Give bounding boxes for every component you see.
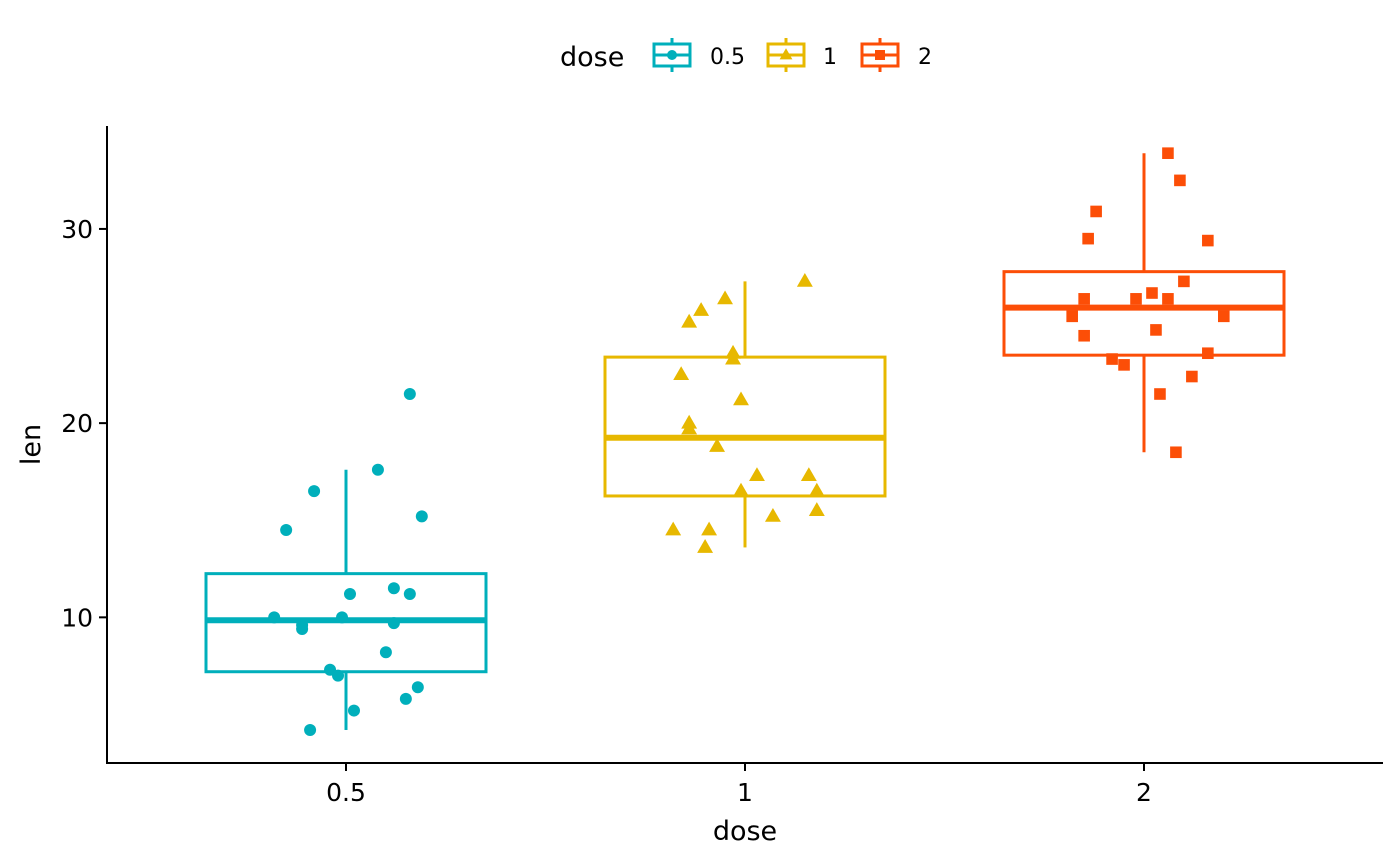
data-point	[1078, 329, 1090, 342]
legend-key-2	[860, 38, 900, 72]
y-tick-label: 10	[61, 603, 93, 632]
data-point	[403, 388, 416, 401]
data-point	[1146, 287, 1158, 299]
legend-key-marker	[779, 48, 793, 60]
data-point	[673, 366, 690, 381]
legend-key-marker	[667, 50, 677, 60]
y-axis-title: len	[16, 424, 47, 465]
data-point	[1154, 388, 1166, 400]
data-point	[415, 510, 428, 523]
data-point	[764, 507, 781, 522]
axes: 10 20 30 0.5 1 2 dose len	[16, 126, 1383, 847]
x-tick-label: 1	[737, 778, 753, 807]
legend-label: 2	[918, 45, 932, 70]
data-point	[371, 463, 384, 476]
data-point	[800, 467, 817, 482]
data-point	[403, 588, 416, 601]
data-point	[1162, 147, 1174, 159]
data-point	[1066, 310, 1078, 323]
data-point	[693, 302, 710, 316]
x-tick-label: 2	[1136, 778, 1152, 807]
box-iqr	[603, 355, 887, 498]
legend-label: 1	[823, 45, 837, 70]
data-point	[733, 391, 749, 406]
plot-area	[204, 147, 1286, 736]
data-point	[387, 582, 400, 595]
data-point	[1106, 353, 1118, 365]
data-point	[379, 646, 392, 659]
data-point	[332, 669, 345, 682]
data-point	[308, 485, 321, 498]
legend: dose 0.5 1 2	[560, 38, 932, 73]
data-point	[733, 482, 749, 497]
data-point	[1090, 205, 1102, 218]
data-point	[1078, 293, 1090, 305]
data-point	[1218, 310, 1230, 323]
data-point	[1118, 359, 1130, 371]
data-point	[697, 539, 714, 553]
data-point	[411, 681, 424, 694]
data-point	[304, 723, 317, 736]
data-point	[280, 523, 293, 536]
data-point	[1174, 174, 1186, 187]
data-point	[808, 502, 825, 516]
box-group-0-5	[204, 388, 488, 736]
data-point	[749, 467, 765, 482]
data-point	[1202, 347, 1214, 360]
data-point	[343, 588, 356, 601]
data-point	[808, 482, 825, 497]
data-point	[387, 617, 400, 630]
data-point	[1202, 234, 1214, 247]
data-point	[399, 692, 412, 705]
data-point	[709, 438, 726, 452]
legend-title: dose	[560, 42, 624, 73]
box-group-1	[603, 272, 887, 553]
data-point	[336, 611, 349, 624]
legend-label: 0.5	[710, 45, 745, 70]
legend-key-0-5	[652, 38, 692, 72]
data-point	[681, 414, 698, 429]
data-point	[268, 611, 281, 624]
box-group-2	[1002, 147, 1286, 459]
legend-key-marker	[875, 50, 885, 60]
y-tick-label: 20	[61, 409, 93, 438]
data-point	[796, 272, 813, 287]
data-point	[1150, 324, 1162, 336]
data-point	[347, 704, 360, 717]
data-point	[1170, 446, 1182, 459]
x-axis-title: dose	[713, 816, 777, 847]
data-point	[725, 350, 741, 365]
data-point	[1162, 293, 1174, 305]
y-tick-label: 30	[61, 215, 93, 244]
legend-key-1	[766, 38, 806, 72]
data-point	[1130, 293, 1142, 305]
data-point	[665, 521, 682, 536]
data-point	[1082, 232, 1094, 245]
data-point	[681, 313, 698, 328]
data-point	[1178, 275, 1190, 288]
data-point	[717, 290, 734, 305]
box-iqr	[1002, 270, 1286, 357]
data-point	[296, 619, 309, 632]
x-tick-label: 0.5	[326, 778, 366, 807]
data-point	[1186, 370, 1198, 383]
data-point	[701, 521, 718, 536]
